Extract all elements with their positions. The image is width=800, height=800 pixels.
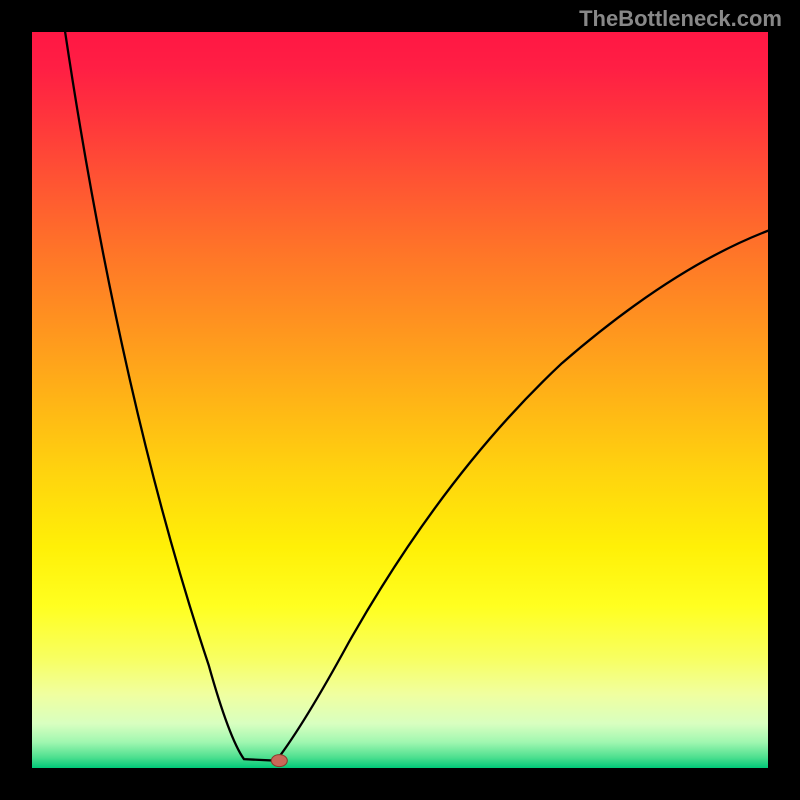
watermark-text: TheBottleneck.com	[579, 6, 782, 32]
chart-container: TheBottleneck.com	[0, 0, 800, 800]
bottleneck-curve	[65, 32, 768, 761]
optimal-point-marker	[271, 755, 287, 767]
curve-overlay	[32, 32, 768, 768]
plot-area	[32, 32, 768, 768]
